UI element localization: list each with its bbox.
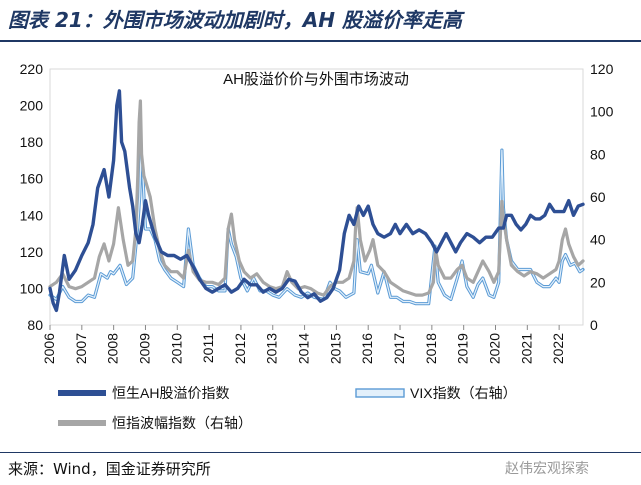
- left-axis: 80 100 120 140 160 180 200 220: [20, 61, 44, 333]
- premium-volatility-chart: AH股溢价价与外围市场波动 80 100 120 140 160 180 200 220 0 2…: [20, 61, 614, 431]
- y2-tick-label: 80: [590, 146, 606, 162]
- x-tick-label: 2012: [232, 333, 248, 364]
- figure-title: 图表 21：外围市场波动加剧时，AH 股溢价率走高: [8, 8, 462, 32]
- x-tick-label: 2017: [391, 333, 407, 364]
- x-tick-label: 2011: [200, 333, 216, 363]
- x-tick-label: 2009: [136, 333, 152, 364]
- x-tick-label: 2020: [486, 333, 502, 364]
- source-note: 来源：Wind，国金证券研究所: [8, 460, 211, 478]
- y2-tick-label: 20: [590, 274, 606, 290]
- y-tick-label: 180: [20, 134, 44, 150]
- right-axis: 0 20 40 60 80 100 120: [590, 61, 614, 333]
- x-tick-label: 2008: [105, 333, 121, 364]
- watermark-text: 赵伟宏观探索: [505, 461, 589, 477]
- series-lines: [48, 89, 585, 313]
- y-tick-label: 220: [20, 61, 44, 77]
- title-divider: [0, 40, 641, 42]
- x-tick-label: 2007: [73, 333, 89, 364]
- plot-border: [49, 68, 584, 326]
- footer-divider: [0, 452, 641, 453]
- legend-item-hsi-vol: 恒指波幅指数（右轴）: [58, 415, 252, 431]
- y-tick-label: 80: [27, 317, 43, 333]
- y2-tick-label: 0: [590, 317, 598, 333]
- x-tick-label: 2006: [41, 333, 57, 364]
- x-tick-label: 2014: [296, 333, 312, 364]
- legend-item-vix: VIX指数（右轴）: [355, 385, 517, 401]
- y-tick-label: 200: [20, 98, 44, 114]
- series-line-ah-premium: [48, 89, 585, 313]
- y-tick-label: 140: [20, 207, 44, 223]
- y-tick-label: 160: [20, 171, 44, 187]
- chart-title: AH股溢价价与外围市场波动: [223, 71, 409, 88]
- y-tick-label: 120: [20, 244, 44, 260]
- x-tick-label: 2018: [423, 333, 439, 364]
- y2-tick-label: 60: [590, 189, 606, 205]
- x-tick-label: 2016: [359, 333, 375, 364]
- x-tick-label: 2010: [168, 333, 184, 364]
- legend-item-ah: 恒生AH股溢价指数: [58, 385, 229, 401]
- x-tick-label: 2021: [518, 333, 534, 364]
- y2-tick-label: 40: [590, 232, 606, 248]
- x-axis: 2006 2007 2008 2009 2010 2011 2012 2013 2014 2015…: [41, 325, 566, 364]
- legend: 恒生AH股溢价指数 VIX指数（右轴） 恒指波幅指数（右轴）: [58, 385, 517, 431]
- y2-tick-label: 100: [590, 104, 614, 120]
- series-line-hsi-volatility: [48, 99, 585, 297]
- x-tick-label: 2013: [264, 333, 280, 364]
- legend-label-ah: 恒生AH股溢价指数: [112, 385, 229, 401]
- y2-tick-label: 120: [590, 61, 614, 77]
- x-tick-label: 2022: [550, 333, 566, 364]
- y-tick-label: 100: [20, 280, 44, 296]
- x-tick-label: 2015: [327, 333, 343, 364]
- legend-label-hsi-vol: 恒指波幅指数（右轴）: [112, 415, 252, 431]
- legend-label-vix: VIX指数（右轴）: [410, 385, 517, 401]
- x-tick-label: 2019: [455, 333, 471, 364]
